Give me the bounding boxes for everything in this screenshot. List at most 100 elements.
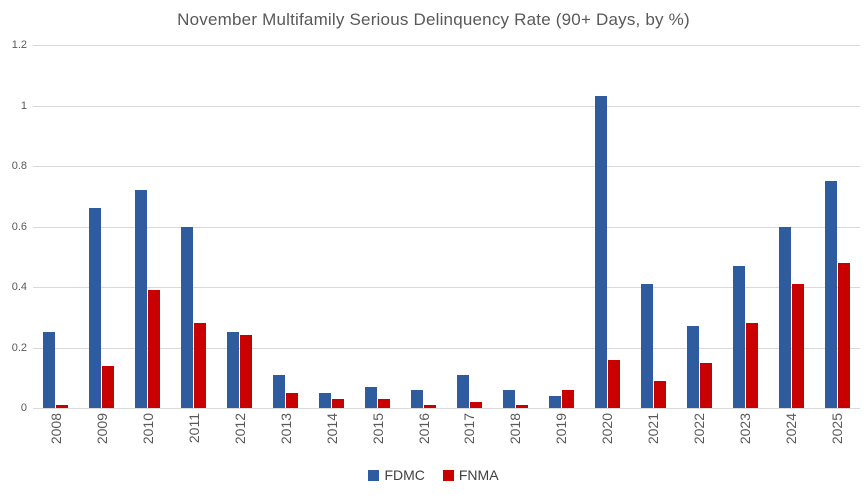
x-tick-label-2010: 2010 <box>125 413 171 463</box>
bar-fdmc-2013 <box>273 374 286 408</box>
bar-fnma-2011 <box>194 323 207 408</box>
bar-fdmc-2008 <box>43 332 56 408</box>
y-tick-label-1.2: 1.2 <box>11 39 27 51</box>
legend-swatch-fdmc <box>368 469 380 481</box>
bar-group-2019 <box>538 45 584 408</box>
bar-group-2010 <box>125 45 171 408</box>
y-tick-label-0.8: 0.8 <box>11 160 27 172</box>
x-tick-label-text: 2020 <box>599 413 616 445</box>
bar-group-2014 <box>309 45 355 408</box>
bar-fnma-2014 <box>332 398 345 408</box>
bar-group-2013 <box>263 45 309 408</box>
bar-group-2017 <box>447 45 493 408</box>
x-tick-label-2012: 2012 <box>217 413 263 463</box>
bar-fnma-2012 <box>240 335 253 408</box>
x-tick-label-text: 2008 <box>47 413 64 445</box>
y-tick-label-0.6: 0.6 <box>11 220 27 233</box>
x-tick-label-2008: 2008 <box>33 413 79 463</box>
bar-fdmc-2010 <box>135 190 148 408</box>
bar-group-2024 <box>768 45 814 408</box>
x-tick-label-text: 2023 <box>737 413 754 445</box>
x-tick-label-text: 2015 <box>369 413 386 445</box>
bar-fnma-2010 <box>148 290 161 408</box>
bar-group-2011 <box>171 45 217 408</box>
bar-fnma-2019 <box>561 389 574 408</box>
bar-group-2016 <box>401 45 447 408</box>
bar-fnma-2015 <box>378 398 391 408</box>
chart-title: November Multifamily Serious Delinquency… <box>177 10 690 29</box>
bar-group-2008 <box>33 45 79 408</box>
x-tick-label-2013: 2013 <box>263 413 309 463</box>
x-tick-label-2025: 2025 <box>814 413 860 463</box>
bar-group-2012 <box>217 45 263 408</box>
legend-label-fnma: FNMA <box>458 467 499 483</box>
gridline-0 <box>33 408 860 409</box>
bar-fdmc-2024 <box>778 226 791 408</box>
bar-fnma-2008 <box>56 404 69 408</box>
bar-fdmc-2011 <box>181 226 194 408</box>
bar-fnma-2013 <box>286 392 299 408</box>
bar-fdmc-2012 <box>227 332 240 408</box>
x-tick-label-text: 2014 <box>323 413 340 445</box>
bar-fnma-2023 <box>745 323 758 408</box>
bar-fdmc-2014 <box>319 392 332 408</box>
bar-fdmc-2020 <box>594 96 607 408</box>
x-tick-label-2024: 2024 <box>768 413 814 463</box>
bar-group-2015 <box>355 45 401 408</box>
gridline-0.2 <box>33 347 860 349</box>
bar-fdmc-2019 <box>548 395 561 408</box>
bar-fnma-2024 <box>791 283 804 408</box>
bar-fdmc-2017 <box>456 374 469 408</box>
x-tick-label-text: 2009 <box>93 413 110 445</box>
bar-fnma-2016 <box>424 404 437 408</box>
x-tick-label-2023: 2023 <box>722 413 768 463</box>
plot-area <box>33 45 860 409</box>
x-tick-label-text: 2017 <box>461 413 478 445</box>
x-tick-label-2018: 2018 <box>492 413 538 463</box>
y-tick-label-1: 1 <box>20 99 27 112</box>
bar-fnma-2009 <box>102 365 115 408</box>
x-tick-label-text: 2013 <box>277 413 294 445</box>
x-tick-label-text: 2018 <box>507 413 524 445</box>
bar-group-2009 <box>79 45 125 408</box>
y-tick-label-0: 0 <box>20 402 27 414</box>
legend-swatch-fnma <box>442 469 454 481</box>
legend-item-fdmc: FDMC <box>368 467 425 483</box>
x-tick-label-text: 2010 <box>139 413 156 445</box>
bar-group-2023 <box>722 45 768 408</box>
bar-fdmc-2025 <box>824 181 837 408</box>
x-tick-label-2019: 2019 <box>538 413 584 463</box>
bar-fdmc-2022 <box>686 326 699 408</box>
bar-fnma-2022 <box>699 362 712 408</box>
gridline-0.4 <box>33 287 860 288</box>
bar-fdmc-2016 <box>411 389 424 408</box>
bar-fdmc-2009 <box>89 208 102 408</box>
x-tick-label-2022: 2022 <box>676 413 722 463</box>
legend: FDMC FNMA <box>0 467 867 483</box>
bar-group-2020 <box>584 45 630 408</box>
bar-group-2025 <box>814 45 860 408</box>
x-tick-label-2015: 2015 <box>355 413 401 463</box>
x-tick-label-2011: 2011 <box>171 413 217 463</box>
x-tick-label-2020: 2020 <box>584 413 630 463</box>
gridline-0.6 <box>33 226 860 228</box>
x-tick-label-text: 2025 <box>829 413 846 445</box>
x-tick-label-text: 2024 <box>783 413 800 445</box>
bar-fdmc-2018 <box>502 389 515 408</box>
x-tick-label-2021: 2021 <box>630 413 676 463</box>
x-tick-label-2014: 2014 <box>309 413 355 463</box>
gridline-0.8 <box>33 166 860 167</box>
bar-fdmc-2023 <box>732 265 745 408</box>
x-tick-label-text: 2011 <box>185 413 202 444</box>
bar-fnma-2017 <box>469 401 482 408</box>
y-tick-label-0.4: 0.4 <box>11 281 27 293</box>
x-tick-label-2016: 2016 <box>401 413 447 463</box>
bar-fdmc-2015 <box>365 386 378 408</box>
bar-fnma-2020 <box>607 359 620 408</box>
gridline-1.2 <box>33 45 860 46</box>
bar-group-2018 <box>492 45 538 408</box>
x-tick-label-2009: 2009 <box>79 413 125 463</box>
bar-fdmc-2021 <box>640 283 653 408</box>
bar-group-2021 <box>630 45 676 408</box>
